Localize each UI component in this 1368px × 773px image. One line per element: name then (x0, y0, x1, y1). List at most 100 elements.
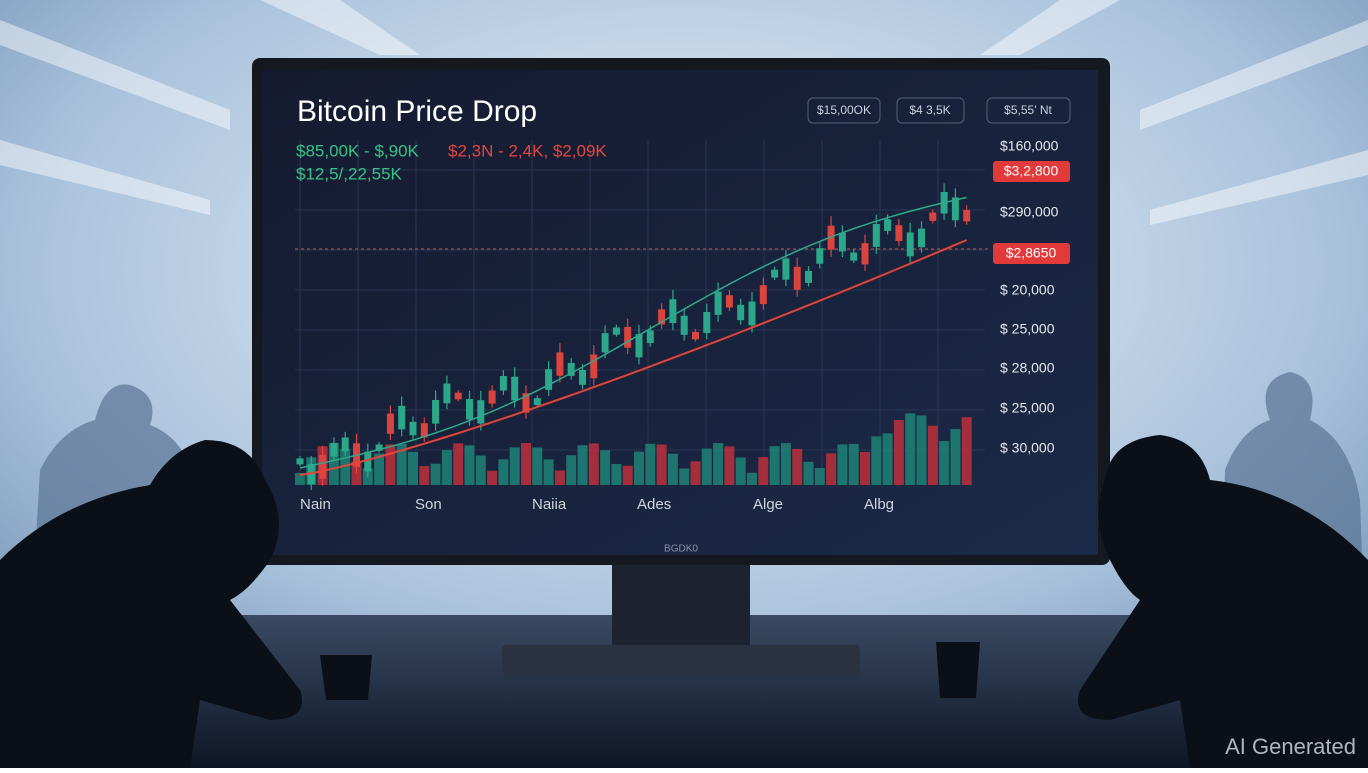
candle-body (850, 252, 858, 261)
volume-bar (848, 443, 859, 485)
volume-bar (532, 447, 543, 485)
candle-body (646, 330, 654, 344)
volume-bar (453, 443, 464, 485)
candle-body (296, 458, 304, 465)
candle-body (895, 225, 903, 242)
candle-body (420, 423, 428, 438)
volume-bar (498, 459, 509, 485)
volume-bar (328, 443, 339, 485)
candle-body (330, 442, 338, 457)
button[interactable] (986, 97, 1071, 124)
volume-bar (747, 472, 757, 485)
volume-bar (374, 453, 385, 485)
summary-red: $2,3N - 2,4K, $2,09K (448, 141, 607, 160)
volume-bar (588, 443, 599, 485)
candle-body (454, 392, 462, 400)
volume-bar (408, 451, 418, 485)
candle-body (963, 209, 971, 222)
summary-green: $85,00K - $,90K (296, 141, 420, 160)
candle-body (759, 285, 767, 305)
volume-bar (634, 451, 644, 485)
candle-body (624, 326, 632, 348)
candle-body (951, 197, 959, 221)
volume-bar (295, 473, 305, 485)
moving-average (299, 196, 967, 469)
volume-bar (735, 457, 746, 485)
button[interactable] (807, 97, 881, 124)
volume-bar (396, 443, 407, 485)
volume-bar (521, 443, 531, 485)
volume-bar (622, 465, 633, 485)
candle-body (511, 376, 519, 401)
volume-bar (487, 470, 498, 485)
volume-bar (758, 457, 769, 485)
candle-body (533, 398, 541, 406)
candle-body (341, 437, 349, 452)
candle-body (386, 413, 394, 434)
volume-bar (566, 455, 577, 485)
moving-average (299, 239, 968, 476)
volume-bar (385, 444, 396, 485)
price-tag (993, 161, 1070, 182)
monitor-base (502, 645, 860, 675)
time-label: Alge (753, 496, 783, 513)
price-label: $ 30,000 (1000, 440, 1055, 456)
button-label[interactable]: $4 3,5K (909, 103, 950, 117)
price-label: $ 25,000 (1000, 400, 1055, 416)
candle-body (816, 248, 824, 264)
candle-body (466, 399, 473, 420)
volume-bar (905, 413, 916, 485)
volume-bar (679, 468, 690, 485)
price-tag-label: $2,8650 (1006, 245, 1057, 261)
button-label[interactable]: $5,55' Nt (1004, 103, 1052, 117)
candle-body (918, 228, 925, 248)
button-label[interactable]: $15,00OK (817, 103, 871, 117)
candle-body (906, 232, 914, 257)
watermark: AI Generated (1225, 734, 1356, 759)
time-label: Albg (864, 496, 894, 513)
candle-body (872, 224, 880, 247)
volume-bar (645, 443, 656, 485)
volume-bar (780, 443, 791, 485)
volume-bar (927, 425, 938, 485)
candle-body (499, 376, 507, 391)
monitor-neck (612, 560, 750, 652)
candle-body (556, 352, 564, 376)
volume-bar (882, 433, 893, 485)
volume-bar (871, 436, 882, 485)
volume-bar (814, 468, 825, 485)
screen-title: Bitcoin Price Drop (297, 95, 537, 128)
price-label: $290,000 (1000, 204, 1059, 220)
volume-bar (690, 461, 701, 485)
volume-bar (611, 463, 622, 485)
volume-bar (577, 445, 588, 485)
price-label: $ 20,000 (1000, 282, 1055, 298)
candle-body (601, 333, 609, 353)
candle-body (793, 266, 801, 290)
price-label: $160,000 (1000, 138, 1059, 154)
candle-body (771, 269, 779, 278)
volume-bar (464, 445, 475, 485)
candle-body (612, 327, 620, 335)
volume-bar (554, 470, 565, 485)
axis-labels: $160,000 $290,000 $ 20,000 $ 25,000 $ 28,000… (300, 138, 1059, 513)
candle-body (522, 393, 530, 413)
time-label: Ades (637, 496, 671, 513)
volume-bar (893, 419, 904, 485)
price-label: $ 28,000 (1000, 360, 1055, 376)
candle-body (929, 212, 937, 221)
volume-bar (509, 447, 520, 485)
candle-body (703, 312, 711, 334)
candle-body (737, 304, 745, 321)
button[interactable] (896, 97, 965, 124)
volume-bar (430, 463, 441, 485)
volume-bar (713, 443, 724, 485)
volume-bar (950, 429, 961, 485)
candle-body (714, 291, 722, 315)
candle-body (884, 219, 892, 231)
candle-body (319, 455, 327, 479)
volume-bar (475, 455, 486, 485)
volume-bar (860, 452, 870, 485)
volume-bar (724, 446, 735, 485)
candle-body (782, 258, 790, 280)
